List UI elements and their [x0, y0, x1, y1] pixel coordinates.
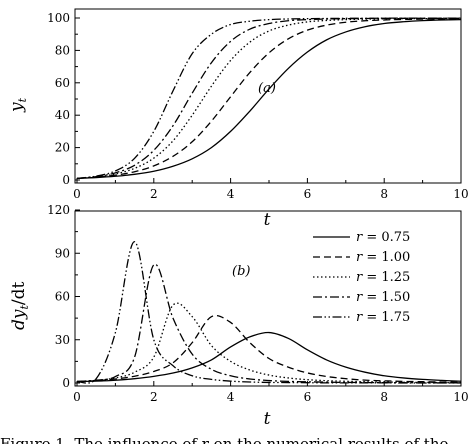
x-tick-label: 8	[380, 187, 388, 201]
x-tick-label: 2	[150, 187, 158, 201]
caption: Figure 1. The influence of r on the nume…	[0, 435, 448, 444]
series-line-2	[76, 314, 462, 383]
panel-b-ylabel: dyt/dt	[9, 281, 31, 330]
x-tick-label: 10	[453, 187, 468, 201]
legend-label: r = 1.50	[356, 290, 410, 305]
legend-label: r = 0.75	[356, 230, 410, 245]
y-tick-label: 60	[55, 290, 70, 304]
y-tick-label: 100	[47, 11, 70, 25]
x-tick-label: 10	[453, 390, 468, 404]
x-tick-label: 0	[73, 187, 81, 201]
panel-a-frame	[74, 8, 462, 184]
series-line-5	[76, 241, 461, 384]
series-line-3	[76, 302, 462, 384]
panel-b: 0 2 4 6 8 10 0 30 60 90 120 (b) dyt/dt t	[9, 203, 469, 429]
y-tick-label: 80	[55, 43, 70, 57]
x-tick-label: 6	[304, 187, 312, 201]
x-tick-label: 2	[150, 390, 158, 404]
x-tick-label: 6	[304, 390, 312, 404]
y-tick-label: 40	[55, 108, 70, 122]
x-tick-label: 4	[227, 187, 235, 201]
y-tick-label: 120	[47, 203, 70, 217]
series-line-4	[76, 263, 461, 384]
series-line-3	[76, 17, 462, 180]
panel-b-xlabel: t	[264, 409, 271, 429]
y-tick-label: 30	[55, 333, 70, 347]
x-tick-label: 0	[73, 390, 81, 404]
series-line-1	[76, 331, 462, 383]
panel-a-xlabel: t	[264, 210, 271, 230]
legend-label: r = 1.00	[356, 250, 410, 265]
x-tick-label: 4	[227, 390, 235, 404]
panel-a-label: (a)	[258, 81, 276, 96]
legend-label: r = 1.75	[356, 310, 410, 325]
panel-b-label: (b)	[232, 264, 250, 279]
series-line-1	[76, 18, 462, 180]
panel-b-frame	[74, 210, 462, 387]
series-line-2	[76, 18, 462, 180]
legend: r = 0.75 r = 1.00 r = 1.25 r = 1.50 r = 1.75	[313, 230, 410, 325]
panel-a-ylabel: yt	[7, 97, 29, 113]
y-tick-label: 0	[62, 376, 70, 390]
series-line-5	[76, 17, 461, 180]
y-tick-label: 90	[55, 246, 70, 260]
x-tick-label: 8	[380, 390, 388, 404]
legend-label: r = 1.25	[356, 270, 410, 285]
y-tick-label: 0	[62, 173, 70, 187]
y-tick-label: 20	[55, 141, 70, 155]
y-tick-label: 60	[55, 76, 70, 90]
series-line-4	[76, 17, 461, 180]
